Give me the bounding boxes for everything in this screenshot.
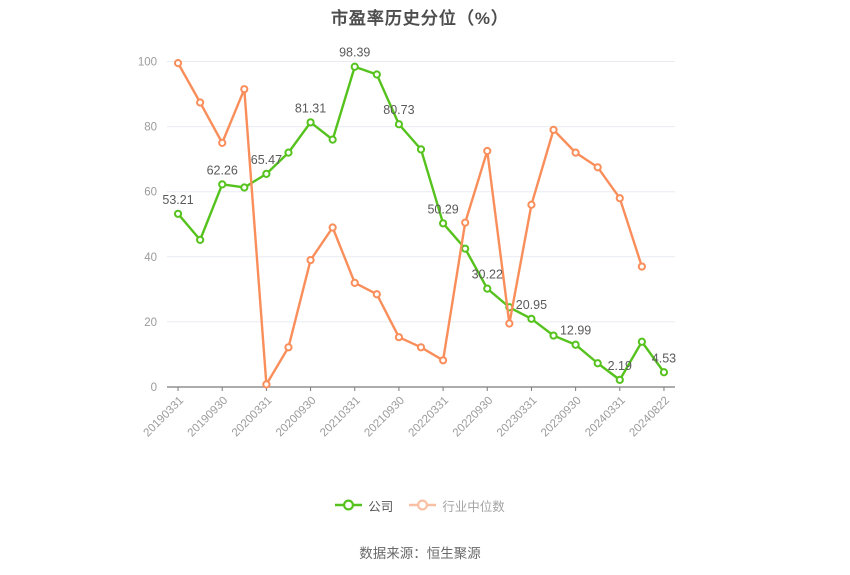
industry-median-point-21 [637, 262, 646, 271]
company-point-17 [549, 331, 558, 340]
company-point-4 [262, 169, 271, 178]
company-point-9 [372, 70, 381, 79]
company-point-11 [416, 145, 426, 154]
company-point-label-65.47: 65.47 [251, 153, 282, 167]
company-point-19 [593, 359, 602, 368]
company-point-20 [615, 375, 624, 384]
x-axis-label-20210331: 20210331 [318, 395, 363, 440]
x-axis-label-20230930: 20230930 [539, 395, 584, 440]
y-axis-label-40: 40 [144, 252, 157, 264]
industry-median-point-18 [571, 148, 580, 157]
company-point-label-80.73: 80.73 [383, 103, 414, 117]
data-source-caption: 数据来源：恒生聚源 [359, 546, 481, 561]
company-point-label-81.31: 81.31 [295, 101, 326, 115]
x-axis-label-20210930: 20210930 [362, 395, 407, 440]
company-point-label-2.19: 2.19 [608, 359, 632, 373]
industry-median-point-9 [372, 290, 381, 299]
company-line-marker-icon [335, 499, 363, 511]
company-point-0 [173, 209, 183, 218]
industry-median-point-11 [416, 343, 426, 352]
industry-median-point-14 [483, 146, 492, 156]
company-point-21 [637, 337, 646, 346]
industry-median-point-19 [593, 163, 602, 172]
x-axis-label-20220331: 20220331 [407, 395, 452, 440]
legend-label-company: 公司 [368, 499, 394, 514]
x-axis-label-20190331: 20190331 [141, 395, 186, 440]
x-axis-label-20230331: 20230331 [495, 395, 540, 440]
industry-median-point-2 [218, 138, 227, 147]
legend-item-company[interactable]: 公司 [335, 496, 393, 515]
company-point-3 [240, 183, 249, 192]
x-axis-label-20240331: 20240331 [583, 395, 628, 440]
x-axis-label-20200331: 20200331 [230, 395, 275, 440]
chart-legend: 公司 行业中位数 [0, 494, 840, 516]
company-point-7 [328, 135, 337, 144]
industry-median-point-6 [306, 255, 315, 265]
x-axis-label-20220930: 20220930 [451, 395, 496, 440]
company-point-1 [196, 235, 205, 244]
y-axis-label-60: 60 [144, 187, 157, 199]
industry-median-point-0 [173, 59, 183, 68]
company-point-5 [284, 148, 293, 157]
industry-median-point-4 [262, 380, 271, 389]
company-point-label-4.53: 4.53 [652, 351, 676, 365]
industry-median-point-8 [350, 278, 359, 287]
company-point-10 [394, 120, 404, 129]
company-point-16 [527, 314, 536, 323]
company-point-label-98.39: 98.39 [339, 46, 370, 60]
company-point-12 [438, 219, 448, 228]
y-axis-label-100: 100 [138, 57, 157, 69]
company-point-label-50.29: 50.29 [427, 202, 458, 216]
industry-median-point-5 [284, 343, 293, 352]
industry-median-point-1 [196, 98, 205, 107]
company-point-label-53.21: 53.21 [162, 193, 193, 207]
legend-item-industry-median[interactable]: 行业中位数 [409, 496, 505, 515]
industry-median-line-marker-icon [409, 499, 437, 511]
company-point-label-62.26: 62.26 [207, 163, 238, 177]
legend-label-industry-median: 行业中位数 [442, 499, 505, 514]
x-axis-label-20190930: 20190930 [186, 395, 231, 440]
industry-median-point-12 [438, 356, 448, 365]
x-axis-label-20240822: 20240822 [627, 395, 672, 440]
industry-median-point-15 [505, 319, 514, 328]
industry-median-point-7 [328, 223, 337, 232]
company-point-22 [659, 368, 669, 377]
x-axis-label-20200930: 20200930 [274, 395, 319, 440]
industry-median-point-16 [527, 200, 536, 209]
company-point-18 [571, 340, 580, 349]
company-point-label-30.22: 30.22 [472, 268, 503, 282]
industry-median-line [176, 61, 644, 386]
company-point-label-12.99: 12.99 [560, 324, 591, 338]
industry-median-point-3 [240, 85, 249, 94]
industry-median-point-20 [615, 194, 624, 203]
y-axis-label-20: 20 [144, 317, 157, 329]
company-point-label-20.95: 20.95 [516, 298, 547, 312]
company-point-14 [483, 284, 492, 293]
industry-median-point-17 [549, 125, 558, 134]
company-point-13 [461, 244, 470, 253]
industry-median-point-10 [394, 333, 404, 342]
y-axis-label-80: 80 [144, 122, 157, 134]
company-point-8 [350, 62, 359, 71]
chart-title: 市盈率历史分位（%） [330, 9, 510, 28]
company-point-6 [306, 118, 315, 127]
company-point-2 [218, 180, 227, 189]
industry-median-point-13 [461, 218, 470, 227]
y-axis-label-0: 0 [151, 382, 157, 394]
